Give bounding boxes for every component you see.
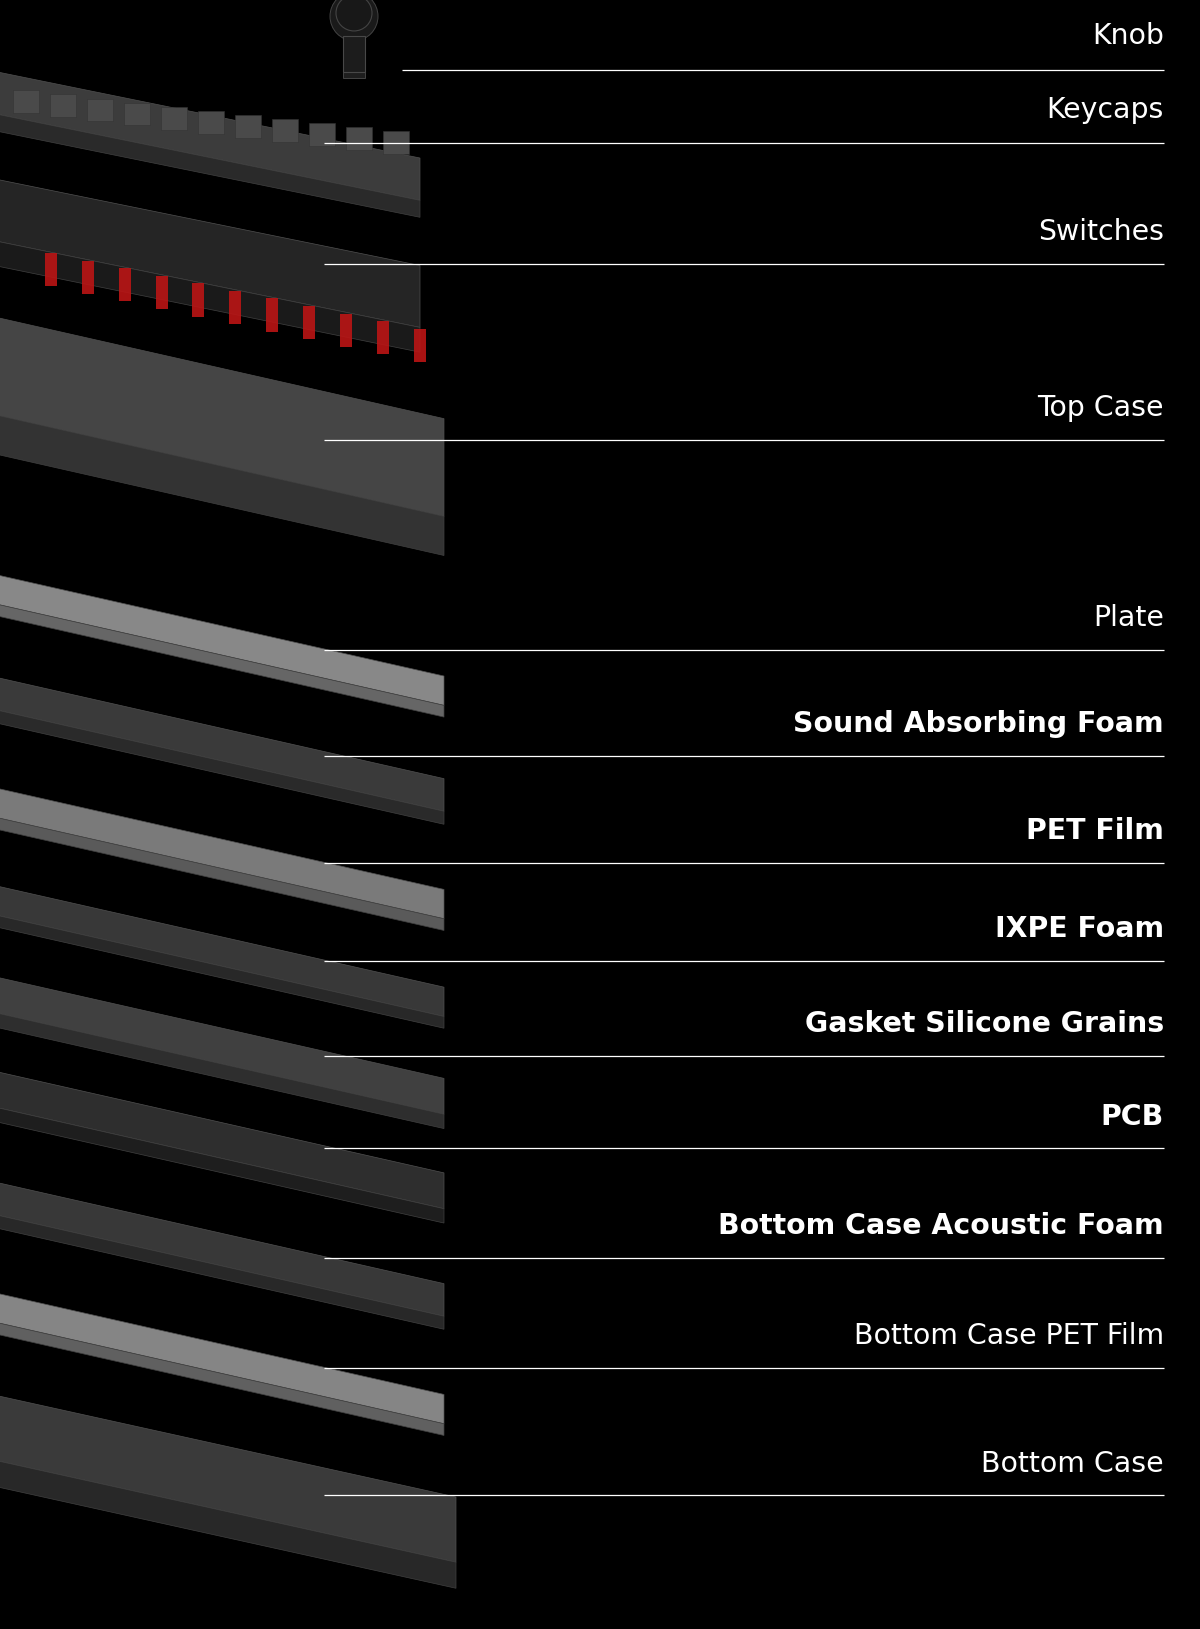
- Bar: [124, 103, 150, 125]
- Bar: [343, 29, 365, 78]
- Text: Sound Absorbing Foam: Sound Absorbing Foam: [793, 710, 1164, 738]
- Bar: [13, 90, 40, 112]
- Bar: [229, 292, 241, 324]
- Polygon shape: [0, 562, 444, 705]
- Polygon shape: [0, 775, 444, 919]
- Text: Bottom Case PET Film: Bottom Case PET Film: [854, 1323, 1164, 1350]
- Polygon shape: [0, 230, 420, 352]
- Bar: [44, 254, 56, 287]
- Text: Top Case: Top Case: [1038, 394, 1164, 422]
- Polygon shape: [0, 305, 444, 516]
- Bar: [156, 275, 168, 310]
- Text: Keycaps: Keycaps: [1046, 96, 1164, 124]
- Polygon shape: [0, 964, 444, 1114]
- Polygon shape: [0, 591, 444, 717]
- Text: IXPE Foam: IXPE Foam: [995, 915, 1164, 943]
- Bar: [266, 298, 278, 332]
- Bar: [383, 132, 409, 155]
- Bar: [414, 329, 426, 362]
- Polygon shape: [0, 873, 444, 1016]
- Polygon shape: [0, 402, 444, 555]
- Polygon shape: [0, 1000, 444, 1129]
- Polygon shape: [0, 665, 444, 811]
- Polygon shape: [0, 168, 420, 327]
- Ellipse shape: [330, 0, 378, 41]
- Polygon shape: [0, 1202, 444, 1329]
- Polygon shape: [0, 1059, 444, 1209]
- Text: PCB: PCB: [1100, 1103, 1164, 1131]
- Polygon shape: [0, 805, 444, 930]
- Text: Bottom Case Acoustic Foam: Bottom Case Acoustic Foam: [719, 1212, 1164, 1240]
- Text: Switches: Switches: [1038, 218, 1164, 246]
- Bar: [235, 114, 262, 137]
- Polygon shape: [0, 1383, 456, 1562]
- Bar: [88, 98, 114, 121]
- Text: PET Film: PET Film: [1026, 818, 1164, 845]
- Text: Plate: Plate: [1093, 604, 1164, 632]
- Bar: [192, 283, 204, 316]
- Polygon shape: [0, 1310, 444, 1435]
- Bar: [161, 106, 187, 129]
- Bar: [340, 313, 352, 347]
- Bar: [308, 124, 336, 147]
- Polygon shape: [0, 902, 444, 1028]
- Bar: [82, 261, 94, 293]
- Polygon shape: [0, 1448, 456, 1588]
- Bar: [50, 94, 77, 117]
- Bar: [377, 321, 389, 353]
- Polygon shape: [0, 60, 420, 200]
- Text: Gasket Silicone Grains: Gasket Silicone Grains: [805, 1010, 1164, 1038]
- Polygon shape: [0, 1095, 444, 1223]
- Polygon shape: [0, 1280, 444, 1424]
- Bar: [304, 306, 316, 339]
- Bar: [119, 269, 131, 301]
- Bar: [346, 127, 372, 150]
- Bar: [272, 119, 299, 142]
- Bar: [343, 36, 365, 72]
- Polygon shape: [0, 1170, 444, 1316]
- Bar: [198, 111, 224, 134]
- Polygon shape: [0, 697, 444, 824]
- Text: Bottom Case: Bottom Case: [982, 1450, 1164, 1478]
- Ellipse shape: [336, 0, 372, 31]
- Text: Knob: Knob: [1092, 23, 1164, 50]
- Polygon shape: [0, 103, 420, 217]
